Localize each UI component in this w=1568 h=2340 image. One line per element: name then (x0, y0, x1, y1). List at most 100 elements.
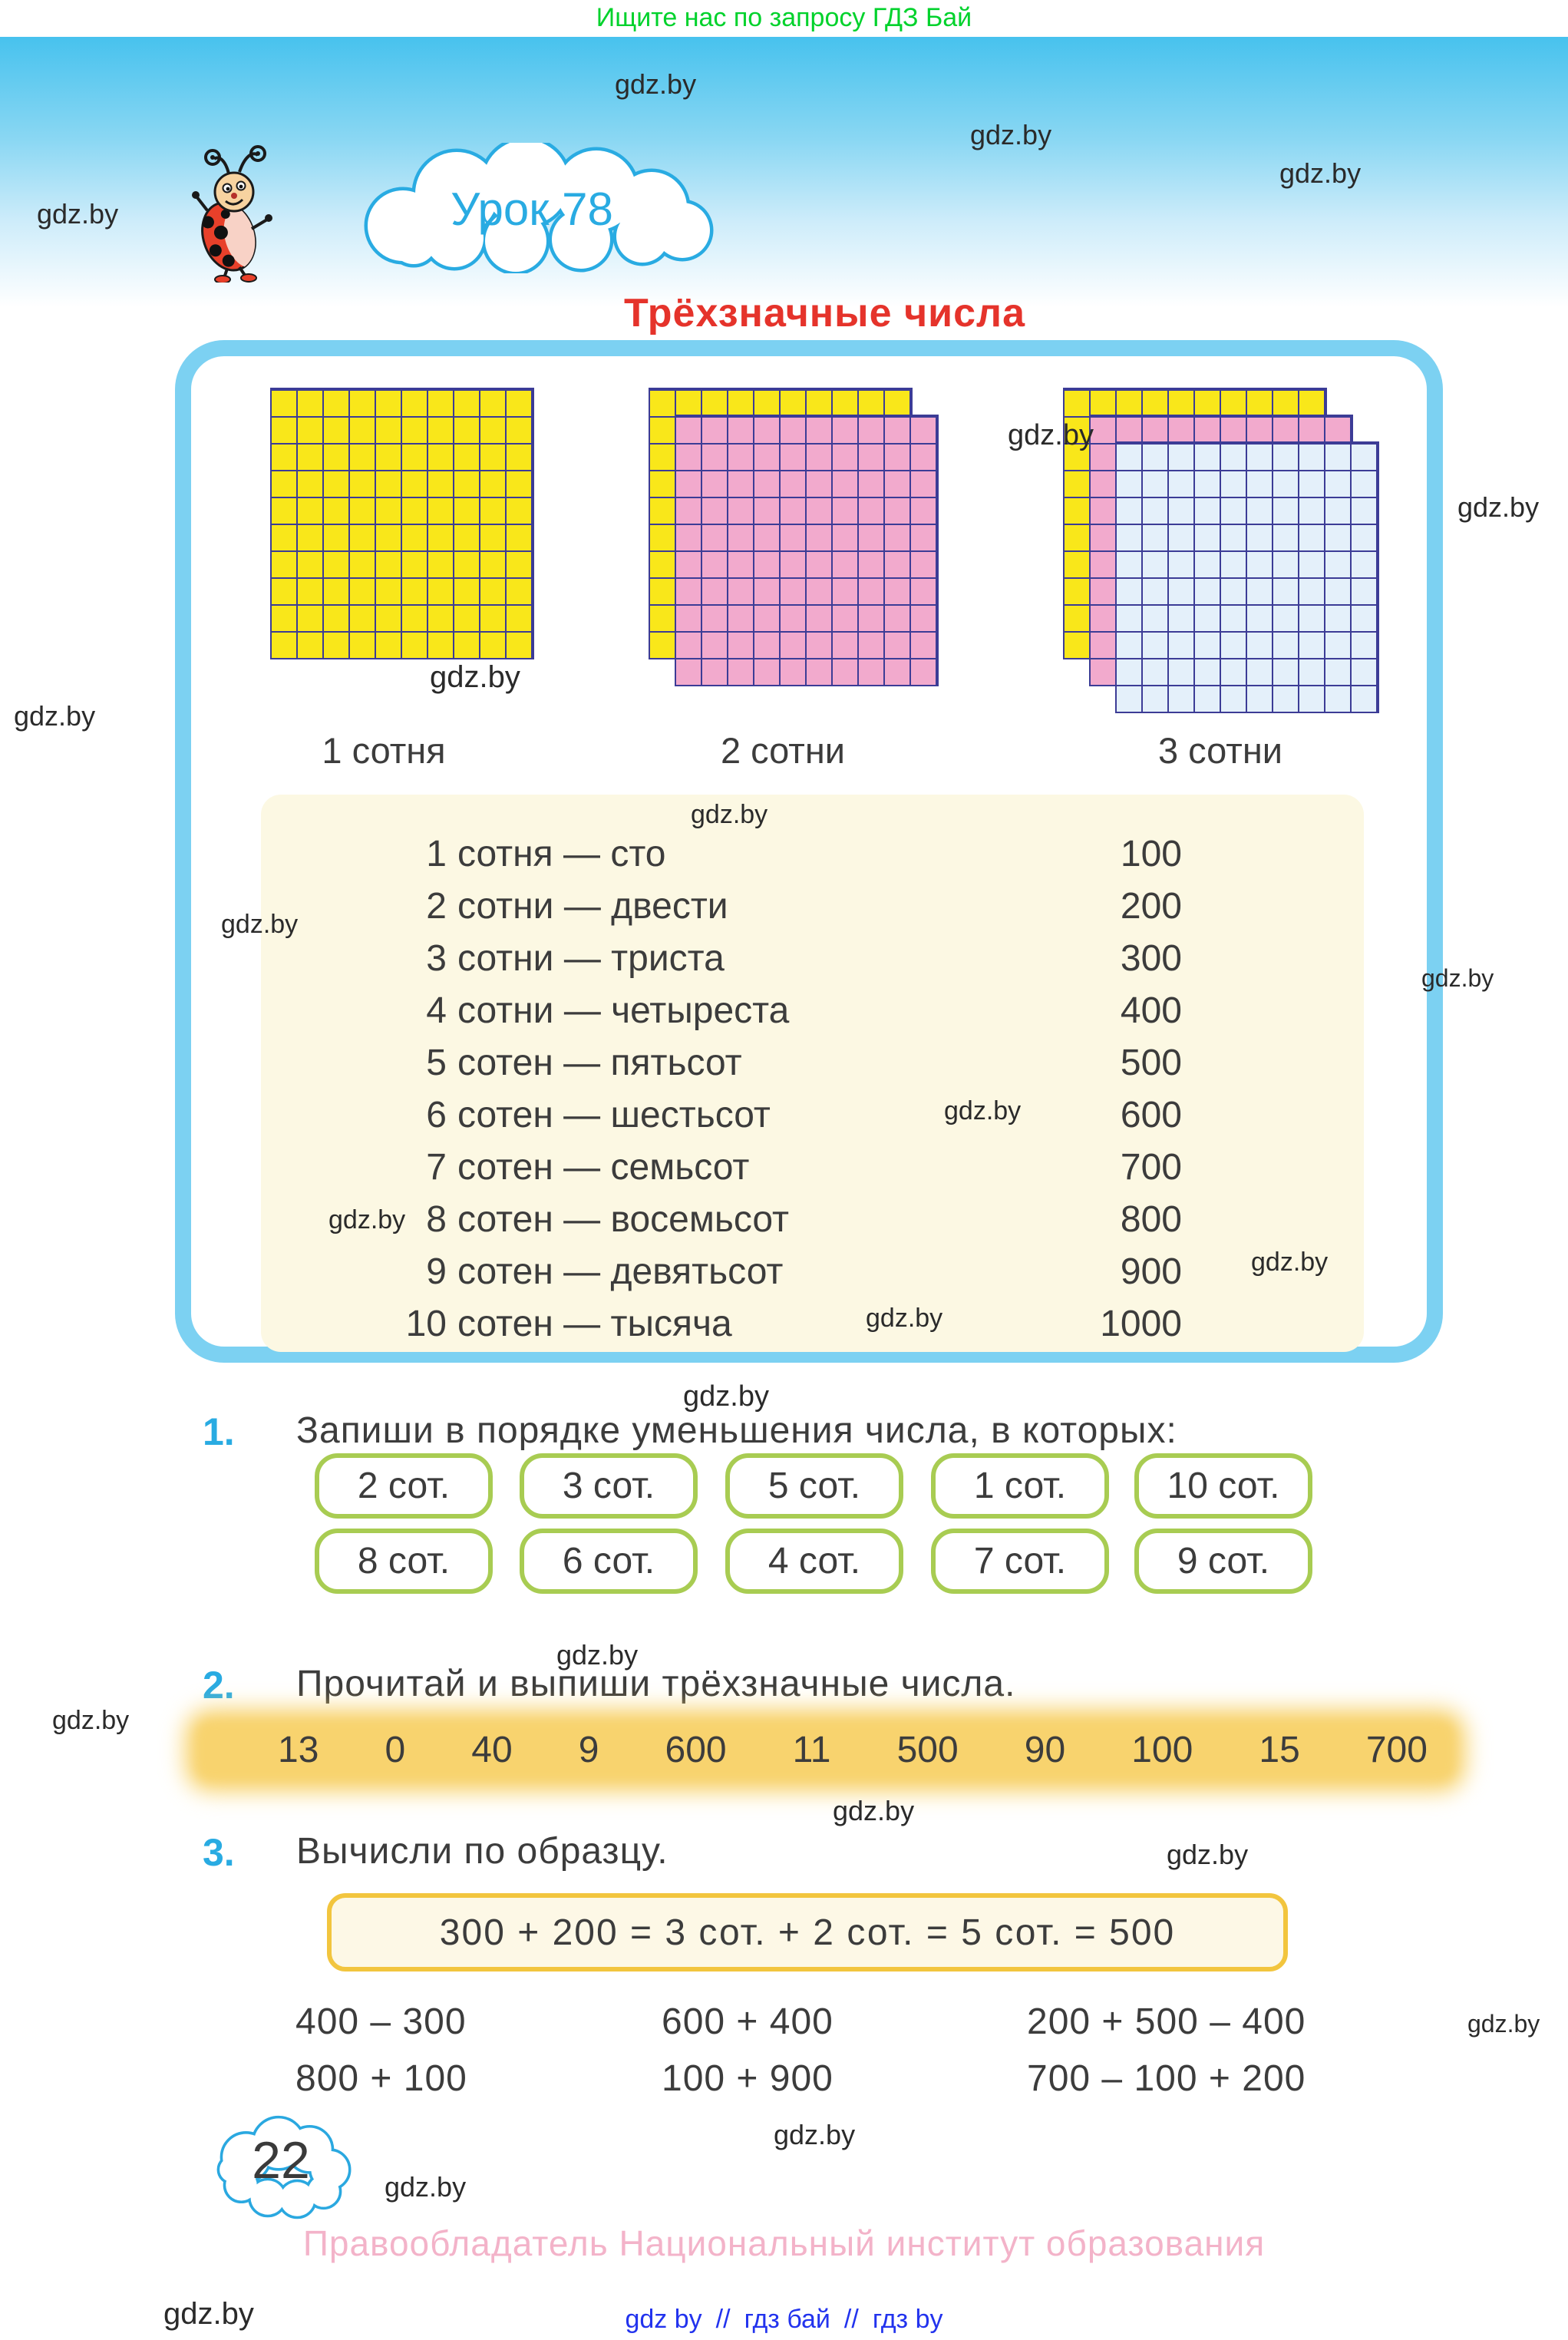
footer-links: gdz by // гдз бай // гдз by (0, 2305, 1568, 2335)
row-value: 900 (1120, 1251, 1182, 1292)
band-number: 11 (792, 1730, 831, 1770)
row-words: сотни — триста (457, 938, 725, 979)
row-words: сотен — шестьсот (457, 1095, 771, 1135)
problem-expression: 700 – 100 + 200 (1027, 2058, 1306, 2099)
hundreds-row: 1 сотня — сто 100 (261, 828, 1364, 881)
row-words: сотня — сто (457, 834, 666, 874)
copyright-text: Правообладатель Национальный институт об… (302, 2223, 1266, 2263)
row-value: 400 (1120, 990, 1182, 1031)
numbers-row: 13 0 40 9 600 11 500 90 100 15 700 (278, 1718, 1428, 1783)
row-count: 6 (426, 1095, 447, 1135)
band-number: 40 (471, 1730, 513, 1770)
hundreds-card: 1 сот. (931, 1453, 1109, 1519)
hundreds-card: 9 сот. (1134, 1529, 1312, 1594)
hundreds-row: 2 сотни — двести 200 (261, 881, 1364, 933)
hundreds-row: 10 сотен — тысяча 1000 (261, 1298, 1364, 1350)
row-words: сотен — девятьсот (457, 1251, 784, 1292)
row-value: 300 (1120, 938, 1182, 979)
gdz-watermark: gdz.by (556, 1639, 639, 1671)
promo-banner-text: Ищите нас по запросу ГДЗ Бай (596, 3, 972, 32)
row-words: сотни — двести (457, 886, 728, 927)
exercise1-number: 1. (203, 1410, 235, 1453)
gdz-watermark: gdz.by (14, 700, 96, 732)
hundreds-row: 7 сотен — семьсот 700 (261, 1142, 1364, 1194)
sky-gradient (0, 37, 1568, 307)
band-number: 700 (1365, 1730, 1428, 1770)
row-count: 2 (426, 886, 447, 927)
gdz-watermark: gdz.by (37, 198, 119, 230)
hundreds-card: 8 сот. (315, 1529, 493, 1594)
problem-expression: 100 + 900 (662, 2058, 834, 2099)
gdz-watermark: gdz.by (1008, 419, 1094, 451)
row-words: сотен — восемьсот (457, 1199, 790, 1240)
band-number: 600 (665, 1730, 727, 1770)
hundred-grid-3-blue (1115, 441, 1379, 713)
grid-label: 2 сотни (720, 730, 846, 771)
gdz-watermark: gdz.by (944, 1096, 1022, 1125)
row-words: сотен — тысяча (457, 1304, 732, 1344)
gdz-watermark: gdz.by (866, 1304, 943, 1333)
hundreds-card: 4 сот. (725, 1529, 903, 1594)
row-count: 9 (426, 1251, 447, 1292)
row-count: 7 (426, 1147, 447, 1188)
hundreds-card: 10 сот. (1134, 1453, 1312, 1519)
lesson-cloud-icon (364, 143, 714, 273)
row-words: сотен — семьсот (457, 1147, 750, 1188)
gdz-watermark: gdz.by (1421, 964, 1494, 992)
row-value: 100 (1120, 834, 1182, 874)
gdz-watermark: gdz.by (615, 68, 697, 100)
hundreds-card: 7 сот. (931, 1529, 1109, 1594)
row-value: 200 (1120, 886, 1182, 927)
gdz-watermark: gdz.by (1467, 2010, 1540, 2038)
hundred-grid-2-pink (675, 415, 939, 686)
exercise1-text: Запиши в порядке уменьшения числа, в кот… (296, 1410, 1177, 1451)
band-number: 0 (385, 1730, 406, 1770)
problem-expression: 400 – 300 (295, 2001, 467, 2042)
exercise2-number: 2. (203, 1664, 235, 1707)
hundreds-card: 5 сот. (725, 1453, 903, 1519)
footer-link[interactable]: гдз бай (744, 2305, 830, 2334)
gdz-watermark: gdz.by (430, 660, 520, 694)
exercise2-text: Прочитай и выпиши трёхзначные числа. (296, 1664, 1016, 1704)
grid-label: 1 сотня (322, 730, 446, 771)
row-value: 500 (1120, 1043, 1182, 1083)
hundreds-row: 3 сотни — триста 300 (261, 933, 1364, 985)
footer-link[interactable]: гдз by (872, 2305, 943, 2334)
row-value: 1000 (1100, 1304, 1182, 1344)
exercise3-number: 3. (203, 1831, 235, 1874)
row-count: 8 (426, 1199, 447, 1240)
link-separator: // (715, 2305, 731, 2334)
ladybug-icon (192, 145, 272, 283)
hundreds-card: 3 сот. (520, 1453, 698, 1519)
hundreds-card: 2 сот. (315, 1453, 493, 1519)
gdz-watermark: gdz.by (221, 910, 299, 939)
gdz-watermark: gdz.by (328, 1205, 406, 1234)
page-title: Трёхзначные числа (624, 291, 1025, 335)
page-number: 22 (252, 2131, 310, 2190)
row-value: 600 (1120, 1095, 1182, 1135)
exercise3-text: Вычисли по образцу. (296, 1831, 668, 1872)
lesson-title: Урок 78 (451, 183, 613, 235)
example-box: 300 + 200 = 3 сот. + 2 сот. = 5 сот. = 5… (327, 1893, 1288, 1971)
row-words: сотен — пятьсот (457, 1043, 742, 1083)
gdz-watermark: gdz.by (1167, 1839, 1249, 1870)
hundreds-row: 9 сотен — девятьсот 900 (261, 1246, 1364, 1298)
problem-expression: 600 + 400 (662, 2001, 834, 2042)
hundreds-card: 6 сот. (520, 1529, 698, 1594)
hundred-grid-1-yellow (270, 388, 534, 659)
link-separator: // (843, 2305, 859, 2334)
problem-expression: 800 + 100 (295, 2058, 467, 2099)
band-number: 13 (278, 1730, 319, 1770)
row-count: 5 (426, 1043, 447, 1083)
band-number: 9 (578, 1730, 599, 1770)
row-count: 4 (426, 990, 447, 1031)
row-count: 10 (405, 1304, 447, 1344)
gdz-watermark: gdz.by (163, 2297, 254, 2331)
row-count: 1 (426, 834, 447, 874)
hundreds-row: 6 сотен — шестьсот 600 (261, 1089, 1364, 1142)
row-value: 700 (1120, 1147, 1182, 1188)
band-number: 15 (1259, 1730, 1300, 1770)
problem-expression: 200 + 500 – 400 (1027, 2001, 1306, 2042)
footer-link[interactable]: gdz by (625, 2305, 702, 2334)
